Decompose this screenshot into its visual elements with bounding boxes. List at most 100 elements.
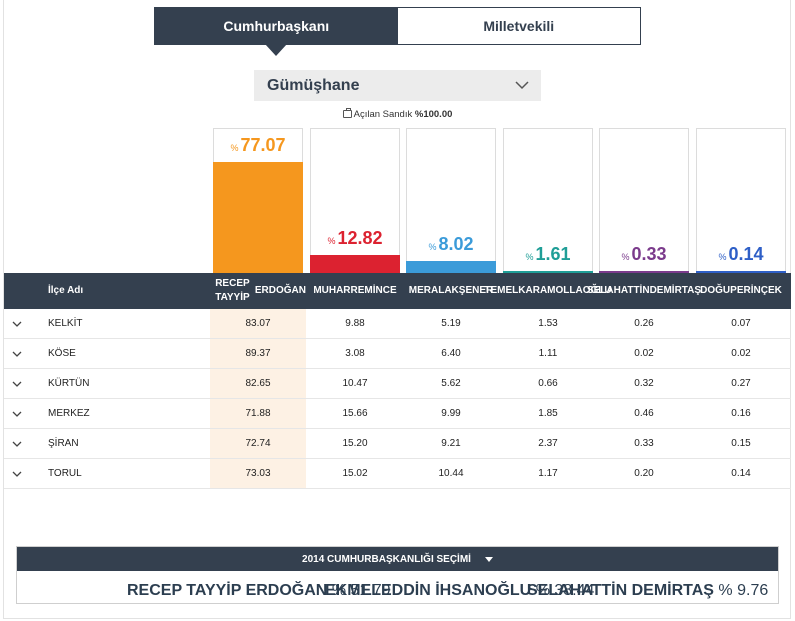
ballot-opened-status: Açılan Sandık %100.00 — [0, 108, 795, 120]
candidate-bar — [599, 271, 689, 273]
candidate-result-cell: 71.88 — [210, 399, 306, 428]
header-candidate-line1: TEMEL — [484, 285, 519, 296]
candidate-percent-value: 77.07 — [240, 135, 286, 155]
chevron-down-icon — [12, 351, 22, 357]
table-row[interactable]: KÜRTÜN 82.65 10.47 5.62 0.66 0.32 0.27 — [4, 369, 791, 399]
candidate-percent-value: 0.14 — [728, 244, 764, 264]
candidate-result-cell: 83.07 — [210, 309, 306, 338]
chevron-down-icon — [12, 441, 22, 447]
expand-row-button[interactable] — [4, 369, 30, 398]
results-panel — [3, 0, 791, 619]
district-results-table: İlçe Adı RECEP TAYYİP ERDOĞAN MUHARREM İNCE… — [4, 273, 791, 489]
caret-down-icon — [484, 556, 493, 562]
candidate-result-cell: 0.20 — [634, 468, 654, 479]
ballot-pct-symbol: % — [414, 109, 424, 120]
candidate-result-cell: 1.17 — [538, 468, 558, 479]
candidate-result-cell: 0.33 — [634, 438, 654, 449]
district-name: ŞİRAN — [48, 438, 79, 449]
expand-row-button[interactable] — [4, 429, 30, 458]
candidate-bar-column: % 1.61 — [503, 128, 593, 273]
candidate-result-cell: 0.16 — [731, 408, 751, 419]
percent-symbol: % — [428, 242, 437, 252]
header-candidate-line2: AKŞENER — [444, 285, 494, 296]
candidate-bar — [696, 271, 786, 273]
header-candidate-line1: MUHARREM — [313, 285, 373, 296]
percent-symbol: % — [621, 252, 630, 262]
header-candidate: MUHARREM İNCE — [307, 273, 403, 309]
ballot-value: 100.00 — [423, 109, 453, 120]
chevron-down-icon — [515, 81, 529, 90]
candidate-percent-label: % 12.82 — [311, 228, 399, 249]
candidate-result-cell: 1.85 — [538, 408, 558, 419]
previous-election-title: 2014 CUMHURBAŞKANLIĞI SEÇİMİ — [302, 553, 471, 565]
candidate-result-cell: 0.66 — [538, 378, 558, 389]
candidate-result-cell: 0.14 — [731, 468, 751, 479]
previous-pct-symbol: % — [535, 582, 550, 599]
district-name: KELKİT — [48, 318, 83, 329]
candidate-result-cell: 5.19 — [441, 318, 461, 329]
chevron-down-icon — [12, 321, 22, 327]
candidate-result-cell: 0.26 — [634, 318, 654, 329]
table-row[interactable]: KÖSE 89.37 3.08 6.40 1.11 0.02 0.02 — [4, 339, 791, 369]
candidate-bar-column: % 12.82 — [310, 128, 400, 273]
district-name: KÜRTÜN — [48, 378, 90, 389]
candidate-result-cell: 9.99 — [441, 408, 461, 419]
chevron-down-icon — [12, 471, 22, 477]
candidate-result-cell: 15.66 — [342, 408, 368, 419]
table-row[interactable]: ŞİRAN 72.74 15.20 9.21 2.37 0.33 0.15 — [4, 429, 791, 459]
candidate-result-cell: 10.47 — [342, 378, 368, 389]
header-candidate-line2: PERİNÇEK — [730, 285, 782, 296]
candidate-bar-column: % 0.14 — [696, 128, 786, 273]
chevron-down-icon — [12, 381, 22, 387]
percent-symbol: % — [230, 143, 239, 153]
chevron-down-icon — [12, 411, 22, 417]
ballot-box-icon — [342, 108, 352, 118]
candidate-bar — [310, 255, 400, 273]
previous-candidate-name: SELAHATTİN DEMİRTAŞ — [527, 582, 714, 599]
candidate-result-cell: 0.02 — [634, 348, 654, 359]
candidate-result-cell: 5.62 — [441, 378, 461, 389]
candidate-result-cell: 15.02 — [342, 468, 368, 479]
table-body: KELKİT 83.07 9.88 5.19 1.53 0.26 0.07 KÖSE 89.37… — [4, 309, 791, 489]
candidate-bar-column: % 8.02 — [406, 128, 496, 273]
header-candidate: MERAL AKŞENER — [403, 273, 499, 309]
candidate-result-cell: 0.32 — [634, 378, 654, 389]
candidate-result-cell: 1.11 — [538, 348, 558, 359]
table-row[interactable]: TORUL 73.03 15.02 10.44 1.17 0.20 0.14 — [4, 459, 791, 489]
previous-election-toggle[interactable]: 2014 CUMHURBAŞKANLIĞI SEÇİMİ — [17, 547, 778, 571]
header-spacer — [4, 273, 30, 309]
expand-row-button[interactable] — [4, 309, 30, 338]
district-name: MERKEZ — [48, 408, 90, 419]
table-row[interactable]: KELKİT 83.07 9.88 5.19 1.53 0.26 0.07 — [4, 309, 791, 339]
candidate-result-cell: 9.88 — [345, 318, 365, 329]
previous-candidate-name: EKMELEDDİN İHSANOĞLU — [325, 582, 532, 599]
candidate-result-cell: 10.44 — [438, 468, 464, 479]
candidate-bar — [213, 162, 303, 273]
candidate-percent-value: 0.33 — [631, 244, 667, 264]
candidate-result-cell: 82.65 — [210, 369, 306, 398]
tab-cumhurbaskani[interactable]: Cumhurbaşkanı — [155, 8, 398, 56]
header-candidate: SELAHATTİN DEMİRTAŞ — [587, 273, 701, 309]
header-candidate: DOĞU PERİNÇEK — [693, 273, 789, 309]
expand-row-button[interactable] — [4, 339, 30, 368]
candidate-result-cell: 15.20 — [342, 438, 368, 449]
candidate-result-cell: 0.46 — [634, 408, 654, 419]
candidate-bar — [503, 271, 593, 273]
ballot-label: Açılan Sandık — [353, 109, 413, 120]
expand-row-button[interactable] — [4, 459, 30, 488]
election-type-tabs: Cumhurbaşkanı Milletvekili — [154, 7, 641, 56]
tab-milletvekili[interactable]: Milletvekili — [397, 8, 640, 44]
previous-candidate-percent: 9.76 — [737, 582, 769, 599]
expand-row-button[interactable] — [4, 399, 30, 428]
header-candidate-line1: MERAL — [408, 285, 445, 296]
table-header: İlçe Adı RECEP TAYYİP ERDOĞAN MUHARREM İNCE… — [4, 273, 791, 309]
previous-candidate-percent: 51.79 — [350, 582, 391, 599]
previous-election-result: EKMELEDDİN İHSANOĞLU % 38.44 — [325, 582, 594, 600]
province-select[interactable]: Gümüşhane — [254, 70, 541, 101]
table-row[interactable]: MERKEZ 71.88 15.66 9.99 1.85 0.46 0.16 — [4, 399, 791, 429]
previous-election-result: SELAHATTİN DEMİRTAŞ % 9.76 — [527, 582, 768, 600]
candidate-percent-value: 1.61 — [535, 244, 571, 264]
previous-candidate-name: RECEP TAYYİP ERDOĞAN — [127, 582, 328, 599]
percent-symbol: % — [525, 252, 534, 262]
candidate-percent-label: % 1.61 — [504, 244, 592, 265]
